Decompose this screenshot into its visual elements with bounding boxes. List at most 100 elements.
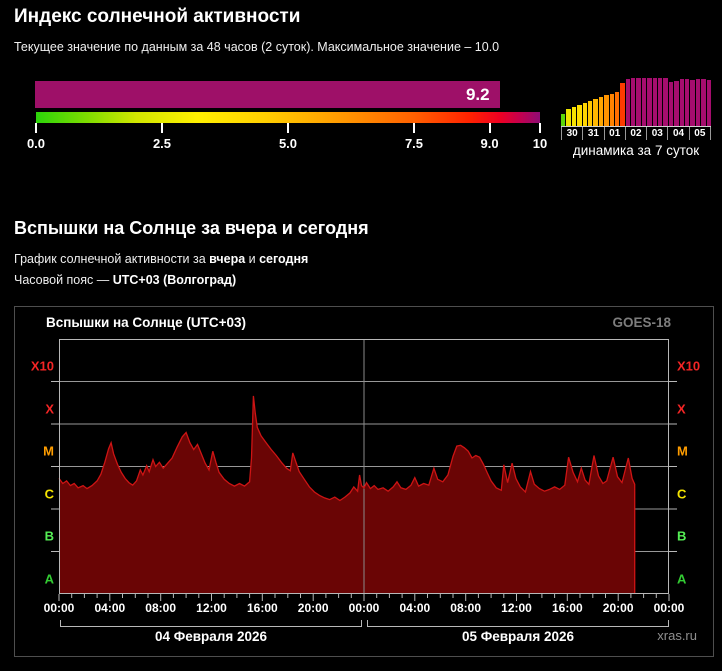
- flare-class-label-x10: X10: [30, 358, 54, 374]
- watermark: xras.ru: [657, 628, 697, 643]
- gauge-gradient-bar: [36, 112, 540, 123]
- flare-class-label-x: X: [45, 401, 54, 417]
- mini-bar: [571, 107, 577, 126]
- activity-index-gauge: 9.2: [35, 81, 540, 108]
- flares-plot: [51, 339, 677, 601]
- mini-bar: [620, 83, 625, 126]
- timezone-line: Часовой пояс — UTC+03 (Волгоград): [14, 273, 236, 287]
- mini-bar: [577, 105, 582, 126]
- mini-bar: [587, 101, 593, 126]
- flares-desc-mid: и: [245, 252, 260, 266]
- flare-class-label-b: B: [677, 528, 687, 544]
- mini-bar: [668, 82, 674, 126]
- mini-day-label: 02: [626, 127, 648, 140]
- flare-class-label-m: M: [677, 443, 688, 459]
- mini-bar: [652, 78, 658, 126]
- satellite-label: GOES-18: [612, 315, 671, 330]
- gauge-value-fill: 9.2: [35, 81, 500, 108]
- mini-bar: [561, 114, 566, 126]
- flares-chart-panel: Вспышки на Солнце (UTC+03) GOES-18 X10 X1…: [14, 306, 714, 657]
- day-brackets: [60, 620, 669, 627]
- mini-day-label: 01: [605, 127, 626, 140]
- flares-desc-prefix: График солнечной активности за: [14, 252, 210, 266]
- gauge-tick-label: 5.0: [278, 136, 298, 151]
- index-section-subtitle: Текущее значение по данным за 48 часов (…: [14, 40, 500, 54]
- mini-day-label: 05: [690, 127, 711, 140]
- mini-bar: [598, 97, 604, 126]
- mini-bar: [663, 78, 668, 126]
- mini-bar: [582, 103, 587, 126]
- flares-chart-title: Вспышки на Солнце (UTC+03): [46, 315, 246, 330]
- mini-bar: [658, 78, 663, 126]
- gauge-tick-label: 9.0: [480, 136, 499, 151]
- seven-day-bars: [561, 78, 711, 126]
- mini-bar: [690, 80, 695, 126]
- mini-bar: [636, 78, 641, 126]
- flares-description: График солнечной активности за вчера и с…: [14, 252, 308, 266]
- flare-class-label-b: B: [44, 528, 54, 544]
- flares-section-title: Вспышки на Солнце за вчера и сегодня: [14, 218, 369, 238]
- time-tick-label: 20:00: [297, 601, 329, 615]
- gauge-scale-labels: 0.0 2.5 5.0 7.5 9.0 10: [27, 136, 547, 152]
- time-tick-label: 12:00: [196, 601, 227, 615]
- date-label: 04 Февраля 2026: [154, 629, 268, 644]
- mini-bar: [647, 78, 652, 126]
- flare-class-label-a: A: [677, 571, 687, 587]
- flare-class-label-m: M: [43, 443, 54, 459]
- mini-bar: [625, 79, 631, 126]
- mini-bar: [604, 95, 609, 126]
- mini-bar: [593, 99, 598, 126]
- seven-day-baseline: [561, 126, 711, 127]
- mini-bar: [614, 92, 620, 126]
- mini-bar: [631, 78, 636, 126]
- time-tick-label: 08:00: [145, 601, 176, 615]
- gauge-scale-ticks: [35, 123, 541, 134]
- mini-bar: [684, 79, 690, 126]
- time-tick-label: 00:00: [43, 601, 75, 615]
- gauge-tick: [539, 123, 541, 133]
- gauge-tick: [287, 123, 289, 133]
- gauge-tick-label: 10: [532, 136, 548, 151]
- seven-day-dynamics-chart: 30 31 01 02 03 04 05 динамика за 7 суток: [561, 78, 711, 158]
- time-tick-label: 08:00: [450, 601, 481, 615]
- gauge-tick: [35, 123, 37, 133]
- time-tick-label: 16:00: [551, 601, 583, 615]
- flare-class-label-a: A: [44, 571, 54, 587]
- mini-bar: [609, 94, 614, 126]
- gauge-scale: 0.0 2.5 5.0 7.5 9.0 10: [27, 112, 547, 152]
- flares-desc-today: сегодня: [259, 252, 309, 266]
- gauge-value-label: 9.2: [465, 84, 490, 104]
- mini-day-label: 31: [583, 127, 605, 140]
- gauge-tick-label: 7.5: [404, 136, 424, 151]
- mini-bar: [706, 80, 711, 126]
- mini-bar: [674, 81, 679, 126]
- gauge-value-bar: 9.2: [35, 81, 540, 108]
- timezone-prefix: Часовой пояс —: [14, 273, 113, 287]
- mini-day-label: 30: [562, 127, 584, 140]
- mini-bar: [641, 78, 647, 126]
- mini-bar: [679, 79, 684, 126]
- mini-bar: [566, 109, 571, 126]
- mini-day-label: 04: [668, 127, 690, 140]
- time-tick-label: 04:00: [399, 601, 431, 615]
- gauge-tick-label: 0.0: [26, 136, 46, 151]
- mini-bar: [701, 79, 706, 126]
- time-tick-label: 12:00: [501, 601, 532, 615]
- flares-desc-yesterday: вчера: [209, 252, 246, 266]
- time-tick-label: 00:00: [653, 601, 685, 615]
- time-tick-label: 16:00: [246, 601, 278, 615]
- gauge-tick-label: 2.5: [152, 136, 172, 151]
- seven-day-labels: 30 31 01 02 03 04 05: [561, 127, 711, 140]
- seven-day-caption: динамика за 7 суток: [572, 143, 700, 158]
- mini-day-label: 03: [647, 127, 669, 140]
- flare-class-label-x: X: [677, 401, 686, 417]
- gauge-tick: [488, 123, 491, 133]
- flare-class-label-c: C: [677, 486, 687, 502]
- flare-class-label-x10: X10: [677, 358, 701, 374]
- gauge-tick: [413, 123, 415, 133]
- gauge-tick: [161, 123, 163, 133]
- timezone-value: UTC+03 (Волгоград): [112, 273, 237, 287]
- date-label: 05 Февраля 2026: [461, 629, 575, 644]
- time-tick-label: 20:00: [602, 601, 634, 615]
